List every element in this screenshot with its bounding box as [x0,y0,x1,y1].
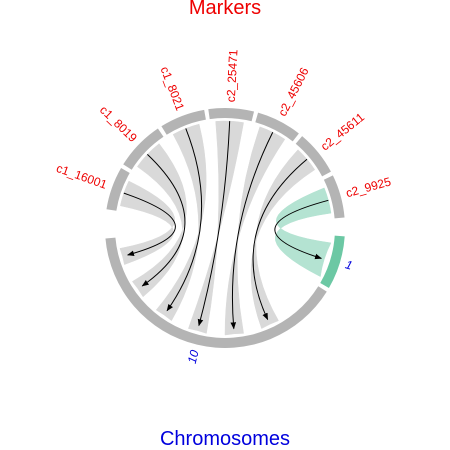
chromosome-label: 10 [185,348,202,365]
ribbon-c1_16001 [120,181,175,265]
ribbon-c2_9925 [275,188,331,277]
marker-label: c1_8021 [158,65,188,113]
marker-label: c2_45611 [318,110,367,154]
marker-label: c2_9925 [344,174,392,200]
chromosome-label: 1 [344,257,354,272]
chromosomes-title: Chromosomes [160,428,290,450]
markers-title: Markers [189,0,261,19]
marker-label: c2_45606 [275,65,312,119]
marker-segment-c2_25471 [208,108,254,121]
marker-label: c1_16001 [54,161,109,192]
marker-label: c1_8019 [97,103,140,145]
marker-label: c2_25471 [224,49,241,103]
